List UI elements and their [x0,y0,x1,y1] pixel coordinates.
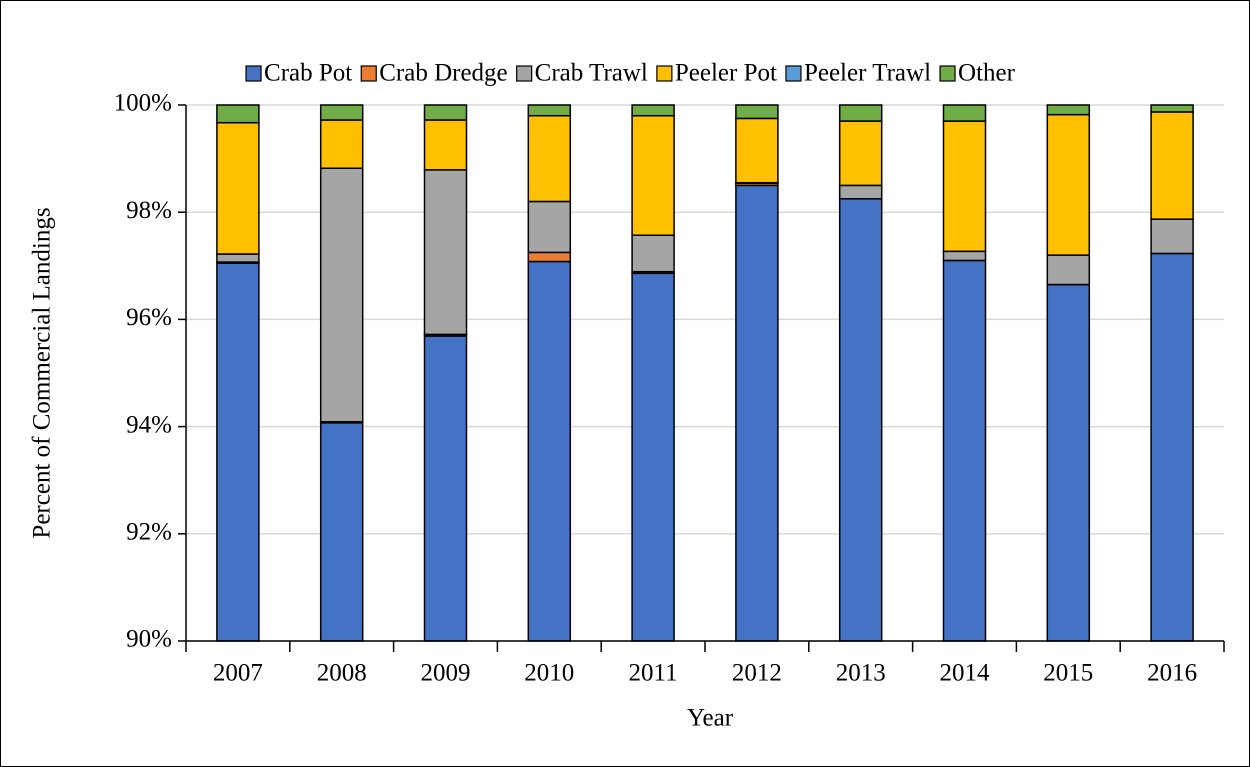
legend-label: Crab Trawl [535,60,648,87]
x-tick-label: 2010 [524,660,574,687]
legend-label: Crab Dredge [379,60,507,87]
bar-segment [1150,111,1194,220]
legend-swatch [656,65,673,82]
bar-segment [942,250,987,262]
bar-segment [527,104,572,117]
y-tick-label: 92% [126,519,172,546]
x-tick-label: 2009 [421,660,471,687]
bar-segment [1046,254,1091,286]
legend-swatch [245,65,262,82]
x-tick-label: 2011 [629,660,678,687]
legend-label: Other [958,60,1016,87]
legend-label: Peeler Trawl [804,60,931,87]
bar-segment [838,104,883,122]
legend-label: Crab Pot [264,60,352,87]
bar-segment [1046,104,1091,116]
bar-segment [216,253,260,263]
bar-segment [423,119,468,171]
bar-segment [319,119,364,169]
bar-segment [319,422,364,642]
x-tick-label: 2014 [940,660,991,687]
bar-segment [942,104,987,122]
bar-segment [319,104,364,121]
bar-segment [216,262,260,642]
y-tick-label: 100% [114,90,172,117]
bar-segment [527,251,572,263]
bar-segment [1046,283,1091,642]
bar-segment [735,104,779,120]
bar-segment [942,120,987,253]
bar-segment [1150,218,1194,255]
legend-label: Peeler Pot [675,60,777,87]
bar-segment [838,184,883,200]
x-tick-label: 2012 [732,660,782,687]
y-tick-label: 94% [126,411,172,438]
bar-segment [1046,113,1091,256]
y-axis-label: Percent of Commercial Landings [29,207,56,538]
bar-segment [319,167,364,423]
x-tick-label: 2016 [1147,660,1197,687]
x-tick-label: 2015 [1043,660,1093,687]
y-tick-label: 90% [126,626,172,653]
bar-segment [423,169,468,336]
x-tick-label: 2008 [317,660,367,687]
bar-segment [1150,252,1194,642]
bar-segment [423,104,468,121]
bar-segment [527,200,572,254]
x-tick-label: 2007 [213,660,263,687]
bar-segment [631,114,675,236]
legend-swatch [360,65,377,82]
bar-segment [838,198,883,642]
x-axis-label: Year [687,705,734,732]
bar-segment [527,114,572,203]
bar-segment [631,104,675,117]
y-tick-label: 96% [126,304,172,331]
bar-segment [216,121,260,255]
bar-segment [735,117,779,184]
bar-segment [216,104,260,124]
bar-segment [527,260,572,642]
bar-segment [631,234,675,273]
bar-segment [631,272,675,642]
legend-swatch [939,65,956,82]
legend-swatch [516,65,533,82]
legend-swatch [785,65,802,82]
x-tick-label: 2013 [836,660,886,687]
bar-segment [1150,104,1194,113]
bar-segment [735,184,779,642]
bar-segment [423,335,468,642]
y-tick-label: 98% [126,197,172,224]
bar-segment [942,259,987,642]
bar-segment [838,120,883,187]
